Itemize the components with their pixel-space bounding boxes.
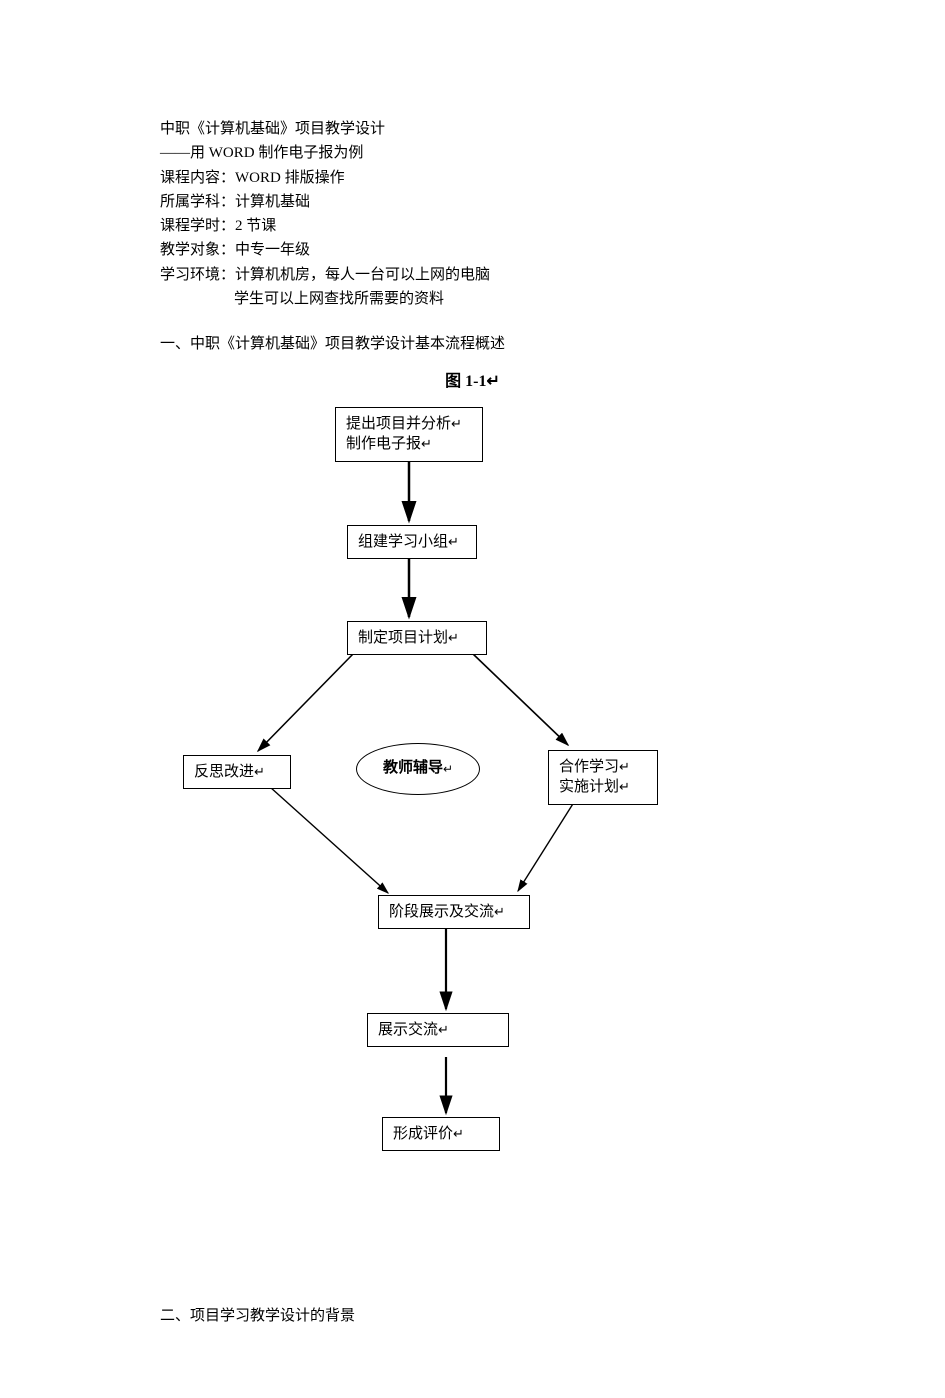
doc-title: 中职《计算机基础》项目教学设计 xyxy=(160,118,785,141)
figure-label-text: 图 1-1 xyxy=(445,373,486,390)
audience-value: 中专一年级 xyxy=(235,242,310,258)
subject-value: 计算机基础 xyxy=(235,194,310,210)
subject-label: 所属学科： xyxy=(160,194,235,210)
section-2-heading: 二、项目学习教学设计的背景 xyxy=(160,1305,785,1328)
subject-line: 所属学科：计算机基础 xyxy=(160,191,785,214)
course-value: WORD 排版操作 xyxy=(235,170,345,186)
flow-edge-4 xyxy=(270,787,388,893)
doc-subtitle: ――用 WORD 制作电子报为例 xyxy=(160,142,785,165)
env-line-2: 学生可以上网查找所需要的资料 xyxy=(160,288,785,311)
flow-node-n5: 教师辅导↵ xyxy=(356,743,480,795)
flow-node-n1: 提出项目并分析↵制作电子报↵ xyxy=(335,407,483,462)
flow-edge-2 xyxy=(258,653,354,751)
flow-node-n4: 反思改进↵ xyxy=(183,755,291,789)
env-line-1: 学习环境：计算机机房，每人一台可以上网的电脑 xyxy=(160,264,785,287)
flow-node-n8: 展示交流↵ xyxy=(367,1013,509,1047)
flowchart-diagram: 提出项目并分析↵制作电子报↵ 组建学习小组↵ 制定项目计划↵ 反思改进↵ 教师辅导↵ 合作… xyxy=(160,395,785,1195)
figure-label: 图 1-1↵ xyxy=(160,370,785,395)
audience-line: 教学对象：中专一年级 xyxy=(160,239,785,262)
flow-edge-3 xyxy=(472,653,568,745)
flow-node-n2: 组建学习小组↵ xyxy=(347,525,477,559)
audience-label: 教学对象： xyxy=(160,242,235,258)
course-label: 课程内容： xyxy=(160,170,235,186)
course-line: 课程内容：WORD 排版操作 xyxy=(160,167,785,190)
document-page: 中职《计算机基础》项目教学设计 ――用 WORD 制作电子报为例 课程内容：WO… xyxy=(0,0,945,1398)
flow-node-n7: 阶段展示及交流↵ xyxy=(378,895,530,929)
flow-edge-5 xyxy=(518,799,576,891)
flowchart-connectors xyxy=(160,395,785,1195)
hours-value: 2 节课 xyxy=(235,218,276,234)
hours-label: 课程学时： xyxy=(160,218,235,234)
env-label: 学习环境： xyxy=(160,267,235,283)
hours-line: 课程学时：2 节课 xyxy=(160,215,785,238)
flow-node-n3: 制定项目计划↵ xyxy=(347,621,487,655)
crlf-mark: ↵ xyxy=(486,373,499,390)
flow-node-n6: 合作学习↵实施计划↵ xyxy=(548,750,658,805)
env-value-1: 计算机机房，每人一台可以上网的电脑 xyxy=(235,267,490,283)
flow-node-n9: 形成评价↵ xyxy=(382,1117,500,1151)
section-1-heading: 一、中职《计算机基础》项目教学设计基本流程概述 xyxy=(160,333,785,356)
